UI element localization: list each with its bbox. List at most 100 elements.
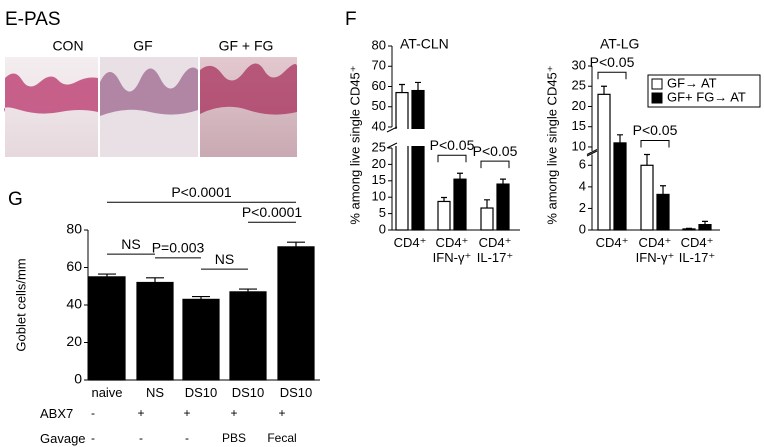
error-bar [660, 185, 666, 195]
y-tick-label: 80 [66, 221, 82, 237]
bar [613, 142, 627, 231]
row-value: Fecal [267, 431, 297, 445]
legend-label: GF+ FG→ AT [667, 89, 746, 104]
x-tick-label: CD4⁺ IFN-γ⁺ [635, 235, 675, 265]
y-tick-label: 20 [572, 98, 586, 113]
chart-title: AT-LG [600, 36, 639, 52]
y-tick-label: 25 [572, 78, 586, 93]
bar [277, 246, 315, 381]
bar [136, 281, 174, 381]
error-bar [457, 172, 463, 180]
x-tick-label: NS [145, 385, 165, 400]
row-value: - [185, 431, 189, 445]
image-label: GF [133, 38, 152, 54]
y-tick-label: 2 [579, 200, 586, 215]
row-label: ABX7 [40, 406, 74, 421]
tissue [200, 63, 297, 115]
error-bar [239, 288, 257, 292]
significance-label: P<0.05 [430, 137, 475, 153]
significance-label: P<0.0001 [242, 204, 303, 220]
legend-label: GF→ AT [667, 75, 717, 90]
bar [656, 193, 670, 231]
y-tick-label: 20 [66, 333, 82, 349]
axis-break-mark [586, 149, 598, 157]
x-tick-label: CD4⁺ IL-17⁺ [678, 235, 716, 265]
error-bar [500, 178, 506, 185]
row-value: - [139, 431, 143, 445]
error-bar [399, 83, 405, 93]
significance-bracket [640, 140, 670, 148]
y-tick-label: 10 [572, 138, 586, 153]
error-bar [702, 220, 708, 225]
significance-label: P<0.05 [473, 143, 518, 159]
histology-images [4, 57, 297, 157]
error-bar [484, 199, 490, 209]
y-tick-label: 15 [372, 172, 386, 187]
error-bar [601, 85, 607, 95]
bar [640, 164, 654, 231]
axis-break [386, 129, 520, 146]
x-tick-label: naive [91, 385, 123, 400]
x-tick-label: CD4⁺ [393, 235, 427, 250]
significance-label: NS [121, 236, 140, 252]
panel-label: E-PAS [5, 9, 61, 30]
significance-bracket [480, 160, 510, 169]
row-value: + [278, 406, 286, 420]
y-tick-label: 0 [74, 371, 82, 387]
y-tick-label: 4 [579, 178, 586, 193]
axis-break-mark [386, 126, 398, 149]
y-tick-label: 0 [379, 221, 386, 236]
panel-label: G [8, 189, 23, 210]
y-tick-label: 25 [372, 139, 386, 154]
x-tick-label: CD4⁺ IFN-γ⁺ [432, 235, 472, 265]
y-axis-label: Goblet cells/mm [13, 258, 28, 351]
significance-bracket [597, 71, 627, 80]
row-value: PBS [221, 431, 247, 445]
significance-label: P<0.0001 [171, 184, 232, 200]
legend-box [647, 74, 761, 108]
row-label: Gavage [40, 431, 86, 446]
tissue [100, 67, 198, 116]
bar [698, 224, 712, 231]
error-bar [617, 134, 623, 143]
image-label: CON [52, 38, 83, 54]
significance-label: P<0.05 [590, 54, 635, 70]
y-tick-label: 0 [579, 221, 586, 236]
error-bar [441, 196, 447, 202]
error-bar [146, 277, 164, 283]
legend-swatch [651, 78, 663, 90]
y-axis-label: % among live single CD45⁺ [347, 65, 362, 224]
x-tick-label: CD4⁺ [595, 235, 629, 250]
y-tick-label: 40 [372, 118, 386, 133]
significance-label: NS [215, 251, 234, 267]
bar [437, 200, 451, 231]
bar [88, 276, 126, 381]
significance-label: P<0.05 [633, 122, 678, 138]
y-tick-label: 60 [372, 78, 386, 93]
row-value: + [230, 406, 238, 420]
bar [480, 207, 494, 231]
x-tick-label: DS10 [184, 385, 218, 400]
y-tick-label: 70 [372, 58, 386, 73]
y-tick-label: 80 [372, 37, 386, 52]
y-tick-label: 60 [66, 258, 82, 274]
error-bar [644, 153, 650, 166]
row-value: + [137, 406, 145, 420]
error-bar [415, 81, 421, 91]
bar [496, 183, 510, 231]
bar [411, 89, 425, 231]
y-tick-label: 30 [572, 57, 586, 72]
y-tick-label: 20 [372, 156, 386, 171]
error-bar [287, 241, 305, 247]
image-label: GF + FG [219, 38, 274, 54]
significance-label: P=0.003 [152, 240, 205, 256]
tissue [4, 73, 98, 114]
bar [229, 291, 267, 381]
legend-swatch [651, 92, 663, 104]
bar [453, 178, 467, 231]
row-value: - [91, 406, 95, 420]
y-tick-label: 50 [372, 98, 386, 113]
chart-title: AT-CLN [400, 36, 449, 52]
